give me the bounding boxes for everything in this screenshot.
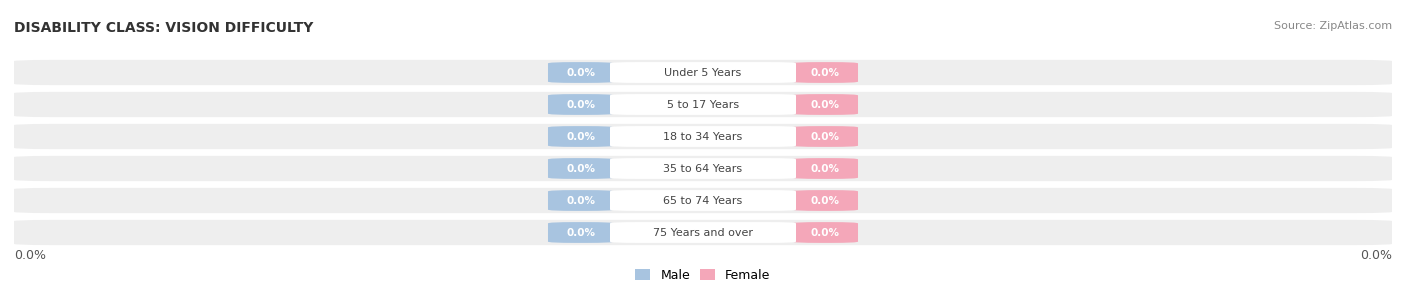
Text: 18 to 34 Years: 18 to 34 Years xyxy=(664,131,742,142)
FancyBboxPatch shape xyxy=(548,62,613,83)
FancyBboxPatch shape xyxy=(610,62,796,83)
Text: 0.0%: 0.0% xyxy=(811,228,839,238)
FancyBboxPatch shape xyxy=(11,124,1395,149)
Text: 0.0%: 0.0% xyxy=(567,99,595,109)
FancyBboxPatch shape xyxy=(793,222,858,243)
Text: Under 5 Years: Under 5 Years xyxy=(665,67,741,77)
Text: 65 to 74 Years: 65 to 74 Years xyxy=(664,196,742,206)
FancyBboxPatch shape xyxy=(610,158,796,179)
FancyBboxPatch shape xyxy=(610,222,796,243)
Text: 0.0%: 0.0% xyxy=(811,99,839,109)
FancyBboxPatch shape xyxy=(610,126,796,147)
Text: 0.0%: 0.0% xyxy=(567,67,595,77)
FancyBboxPatch shape xyxy=(610,190,796,211)
Text: 0.0%: 0.0% xyxy=(567,163,595,174)
Text: 0.0%: 0.0% xyxy=(811,131,839,142)
FancyBboxPatch shape xyxy=(11,220,1395,245)
FancyBboxPatch shape xyxy=(793,126,858,147)
FancyBboxPatch shape xyxy=(610,94,796,115)
FancyBboxPatch shape xyxy=(548,190,613,211)
Text: 0.0%: 0.0% xyxy=(1360,249,1392,262)
FancyBboxPatch shape xyxy=(793,190,858,211)
FancyBboxPatch shape xyxy=(548,126,613,147)
FancyBboxPatch shape xyxy=(11,156,1395,181)
Text: 5 to 17 Years: 5 to 17 Years xyxy=(666,99,740,109)
FancyBboxPatch shape xyxy=(11,188,1395,213)
Text: Source: ZipAtlas.com: Source: ZipAtlas.com xyxy=(1274,21,1392,31)
Text: 0.0%: 0.0% xyxy=(567,131,595,142)
FancyBboxPatch shape xyxy=(793,158,858,179)
FancyBboxPatch shape xyxy=(548,158,613,179)
FancyBboxPatch shape xyxy=(548,222,613,243)
Text: 75 Years and over: 75 Years and over xyxy=(652,228,754,238)
Text: 0.0%: 0.0% xyxy=(811,163,839,174)
FancyBboxPatch shape xyxy=(11,92,1395,117)
Text: 0.0%: 0.0% xyxy=(811,67,839,77)
FancyBboxPatch shape xyxy=(793,94,858,115)
Text: 0.0%: 0.0% xyxy=(811,196,839,206)
FancyBboxPatch shape xyxy=(548,94,613,115)
FancyBboxPatch shape xyxy=(11,60,1395,85)
Text: DISABILITY CLASS: VISION DIFFICULTY: DISABILITY CLASS: VISION DIFFICULTY xyxy=(14,21,314,35)
Text: 35 to 64 Years: 35 to 64 Years xyxy=(664,163,742,174)
Text: 0.0%: 0.0% xyxy=(567,228,595,238)
Text: 0.0%: 0.0% xyxy=(567,196,595,206)
Legend: Male, Female: Male, Female xyxy=(630,264,776,287)
Text: 0.0%: 0.0% xyxy=(14,249,46,262)
FancyBboxPatch shape xyxy=(793,62,858,83)
